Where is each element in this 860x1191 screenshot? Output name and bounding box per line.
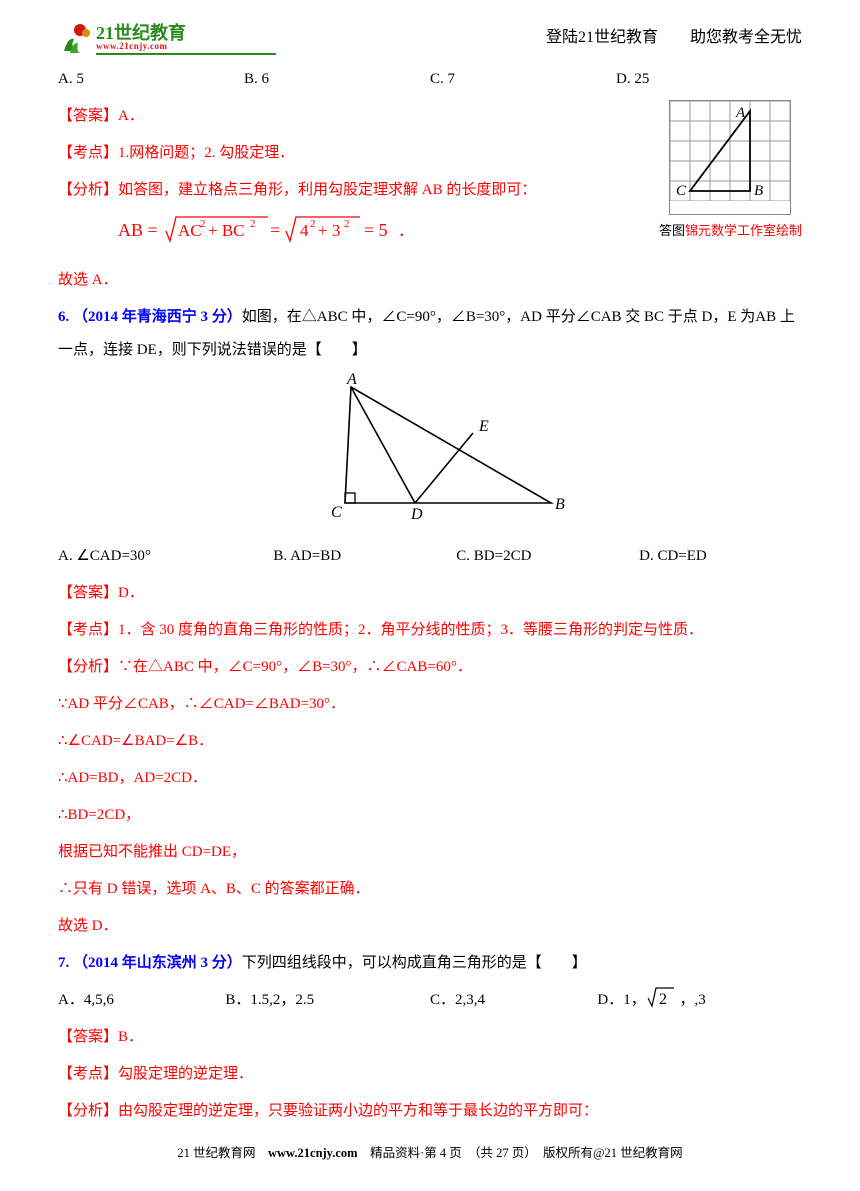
svg-text:A: A bbox=[346, 373, 357, 388]
svg-text:= 5: = 5 bbox=[364, 220, 388, 240]
logo-text: 21世纪教育 www.21cnjy.com bbox=[96, 24, 276, 55]
logo-url: www.21cnjy.com bbox=[96, 42, 276, 51]
q5-option-c: C. 7 bbox=[430, 63, 616, 96]
q7-options: A．4,5,6 B．1.5,2，2.5 C．2,3,4 D．1，2 ，,3 bbox=[58, 984, 802, 1017]
logo-main: 21世纪教育 bbox=[96, 24, 276, 42]
q5-option-b: B. 6 bbox=[244, 63, 430, 96]
svg-text:AB =: AB = bbox=[118, 220, 158, 240]
svg-text:D: D bbox=[410, 506, 423, 523]
q6-kaodian: 【考点】1．含 30 度角的直角三角形的性质；2．角平分线的性质；3．等腰三角形… bbox=[58, 614, 802, 647]
q7-option-a: A．4,5,6 bbox=[58, 984, 225, 1017]
svg-text:2: 2 bbox=[659, 991, 667, 1008]
svg-text:+ 3: + 3 bbox=[318, 221, 340, 240]
svg-text:．: ． bbox=[398, 223, 414, 240]
svg-text:B: B bbox=[754, 183, 763, 199]
q5-option-d: D. 25 bbox=[616, 63, 802, 96]
logo-block: 21世纪教育 www.21cnjy.com bbox=[58, 21, 276, 55]
q6-answer: 【答案】D． bbox=[58, 577, 802, 610]
svg-text:4: 4 bbox=[300, 221, 309, 240]
q6-l1: 【分析】∵在△ABC 中，∠C=90°，∠B=30°，∴∠CAB=60°． bbox=[58, 651, 802, 684]
q7-option-c: C．2,3,4 bbox=[430, 984, 597, 1017]
grid-diagram: A C B 答图锦元数学工作室绘制 bbox=[659, 100, 802, 246]
q7-fenxi: 【分析】由勾股定理的逆定理，只要验证两小边的平方和等于最长边的平方即可： bbox=[58, 1095, 802, 1128]
q5-option-a: A. 5 bbox=[58, 63, 244, 96]
q6-option-a: A. ∠CAD=30° bbox=[58, 540, 253, 573]
q6-l6: 根据已知不能推出 CD=DE， bbox=[58, 836, 802, 869]
logo-underline bbox=[96, 53, 276, 55]
svg-text:2: 2 bbox=[310, 218, 316, 230]
svg-text:2: 2 bbox=[250, 218, 256, 230]
q6-stem: 6. （2014 年青海西宁 3 分）如图，在△ABC 中，∠C=90°，∠B=… bbox=[58, 301, 802, 367]
q7-option-b: B．1.5,2，2.5 bbox=[225, 984, 430, 1017]
q6-l7: ∴只有 D 错误，选项 A、B、C 的答案都正确． bbox=[58, 873, 802, 906]
grid-caption: 答图锦元数学工作室绘制 bbox=[659, 217, 802, 246]
q6-end: 故选 D． bbox=[58, 910, 802, 943]
page-footer: 21 世纪教育网 www.21cnjy.com 精品资料·第 4 页 （共 27… bbox=[0, 1140, 860, 1168]
svg-text:A: A bbox=[735, 105, 746, 121]
q5-options: A. 5 B. 6 C. 7 D. 25 bbox=[58, 63, 802, 96]
q6-l3: ∴∠CAD=∠BAD=∠B． bbox=[58, 725, 802, 758]
q5-end: 故选 A． bbox=[58, 264, 802, 297]
svg-text:=: = bbox=[270, 220, 280, 240]
svg-text:2: 2 bbox=[200, 218, 206, 230]
q7-stem: 7. （2014 年山东滨州 3 分）下列四组线段中，可以构成直角三角形的是【 … bbox=[58, 947, 802, 980]
svg-text:B: B bbox=[555, 496, 565, 513]
q6-option-b: B. AD=BD bbox=[273, 540, 436, 573]
q6-l5: ∴BD=2CD， bbox=[58, 799, 802, 832]
svg-text:2: 2 bbox=[344, 218, 350, 230]
q6-option-d: D. CD=ED bbox=[639, 540, 802, 573]
q6-options: A. ∠CAD=30° B. AD=BD C. BD=2CD D. CD=ED bbox=[58, 540, 802, 573]
header-right: 登陆21世纪教育 助您教考全无忧 bbox=[546, 20, 802, 55]
q7-kaodian: 【考点】勾股定理的逆定理． bbox=[58, 1058, 802, 1091]
q6-l2: ∵AD 平分∠CAB，∴∠CAD=∠BAD=30°． bbox=[58, 688, 802, 721]
q7-option-d: D．1，2 ，,3 bbox=[597, 984, 802, 1017]
svg-text:+ BC: + BC bbox=[208, 221, 245, 240]
svg-text:E: E bbox=[478, 418, 489, 435]
q7-answer: 【答案】B． bbox=[58, 1021, 802, 1054]
svg-text:AC: AC bbox=[178, 221, 202, 240]
page-header: 21世纪教育 www.21cnjy.com 登陆21世纪教育 助您教考全无忧 bbox=[58, 20, 802, 55]
svg-text:C: C bbox=[331, 504, 342, 521]
svg-text:C: C bbox=[676, 183, 687, 199]
q6-l4: ∴AD=BD，AD=2CD． bbox=[58, 762, 802, 795]
q6-option-c: C. BD=2CD bbox=[456, 540, 619, 573]
logo-icon bbox=[58, 21, 92, 55]
triangle-diagram: A C D B E bbox=[58, 373, 802, 536]
